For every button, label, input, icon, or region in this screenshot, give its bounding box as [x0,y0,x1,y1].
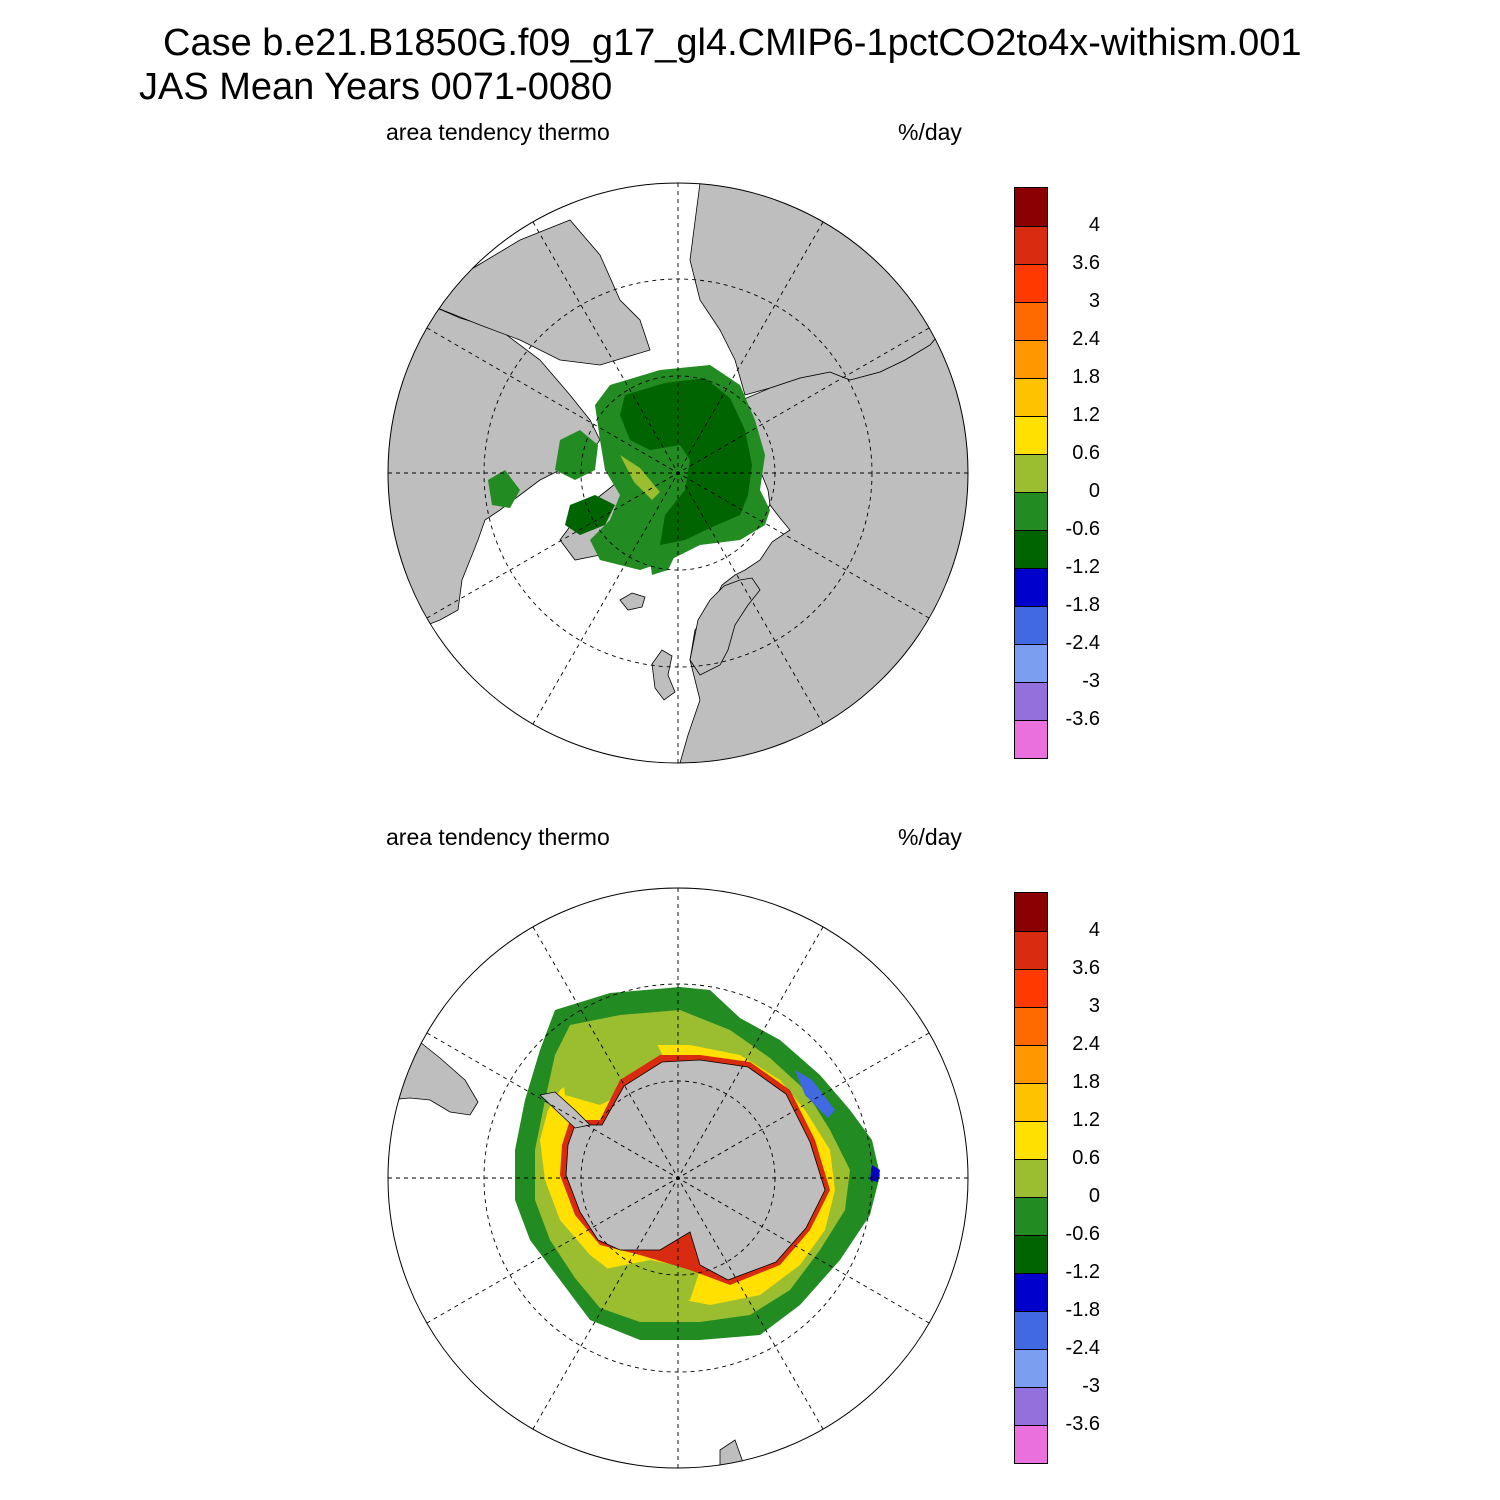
north-colorbar-swatch [1015,454,1047,492]
north-colorbar-tick-label: 1.8 [1072,366,1100,388]
south-colorbar-swatch [1015,1273,1047,1311]
north-colorbar-tick-label: -3.6 [1065,708,1100,730]
north-land-iceland [619,592,646,611]
north-colorbar-tick-label: 3 [1088,290,1100,312]
south-colorbar-tick-label: -0.6 [1065,1223,1100,1245]
north-land-scandinavia [689,577,761,676]
south-variable-label: area tendency thermo [386,824,610,850]
south-colorbar-tick-label: 1.2 [1072,1109,1100,1131]
north-colorbar-tick-label: -2.4 [1065,632,1100,654]
north-colorbar-swatch [1015,340,1047,378]
north-colorbar-swatch [1015,530,1047,568]
north-variable-label: area tendency thermo [386,119,610,145]
south-colorbar-swatch [1015,1159,1047,1197]
north-colorbar-swatches [1014,187,1048,759]
south-graticule [388,888,968,1468]
north-map-border [387,182,969,764]
south-colorbar-tick-label: -1.8 [1065,1299,1100,1321]
north-colorbar-swatch [1015,416,1047,454]
north-ice-baffin [565,495,615,535]
south-colorbar-tick-label: 0.6 [1072,1147,1100,1169]
north-colorbar-swatch [1015,606,1047,644]
south-ice-olive-inner [560,1030,665,1105]
north-colorbar-tick-label: 2.4 [1072,328,1100,350]
south-polar-map [388,888,968,1468]
south-ice-olive-ross [600,1260,700,1310]
north-ice-hudson [488,470,520,508]
north-ice-greenland-east [650,545,680,575]
north-ice-ca-archipelago [555,430,598,480]
south-colorbar-swatch [1015,1349,1047,1387]
south-colorbar-swatch [1015,1425,1047,1463]
north-colorbar-tick-label: 0 [1088,480,1100,502]
north-ice-darkgreen [620,378,752,545]
south-colorbar-swatch [1015,969,1047,1007]
south-colorbar-tick-label: -2.4 [1065,1337,1100,1359]
south-ice-blue [795,1070,835,1118]
south-colorbar-swatch [1015,1235,1047,1273]
north-colorbar-swatch [1015,264,1047,302]
south-colorbar-swatches [1014,892,1048,1464]
north-colorbar-swatch [1015,644,1047,682]
south-colorbar-tick-label: 0 [1088,1185,1100,1207]
north-colorbar-tick-label: -1.8 [1065,594,1100,616]
south-colorbar-swatch [1015,893,1047,931]
north-land-britain [651,649,676,701]
south-colorbar-tick-label: -3.6 [1065,1413,1100,1435]
north-colorbar-tick-label: 3.6 [1072,252,1100,274]
north-colorbar-tick-label: -1.2 [1065,556,1100,578]
north-units-label: %/day [898,119,962,145]
north-colorbar-swatch [1015,188,1047,226]
south-colorbar-swatch [1015,1007,1047,1045]
south-colorbar-swatch [1015,1387,1047,1425]
south-colorbar-tick-label: 2.4 [1072,1033,1100,1055]
south-land-peninsula [539,1091,591,1129]
south-colorbar-tick-label: -3 [1082,1375,1100,1397]
south-map-border [387,887,969,1469]
north-colorbar-tick-label: -3 [1082,670,1100,692]
south-colorbar-swatch [1015,1197,1047,1235]
north-colorbar-tick-label: 4 [1088,214,1100,236]
north-colorbar-swatch [1015,720,1047,758]
south-colorbar-tick-label: 3.6 [1072,957,1100,979]
south-colorbar-tick-label: -1.2 [1065,1261,1100,1283]
north-colorbar-tick-label: -0.6 [1065,518,1100,540]
north-colorbar-swatch [1015,378,1047,416]
south-colorbar-swatch [1015,1045,1047,1083]
north-polar-map [388,183,968,763]
south-colorbar-tick-label: 1.8 [1072,1071,1100,1093]
south-colorbar-tick-label: 3 [1088,995,1100,1017]
south-colorbar-swatch [1015,931,1047,969]
figure-title-case: Case b.e21.B1850G.f09_g17_gl4.CMIP6-1pct… [163,22,1302,64]
south-colorbar-swatch [1015,1121,1047,1159]
north-colorbar-tick-label: 0.6 [1072,442,1100,464]
south-colorbar-swatch [1015,1311,1047,1349]
north-colorbar-swatch [1015,226,1047,264]
figure-title-period: JAS Mean Years 0071-0080 [139,66,613,108]
north-colorbar-swatch [1015,568,1047,606]
north-land-america [388,304,601,641]
north-colorbar-swatch [1015,682,1047,720]
north-colorbar-tick-label: 1.2 [1072,404,1100,426]
south-land-australia [719,1439,746,1468]
south-units-label: %/day [898,824,962,850]
south-colorbar-swatch [1015,1083,1047,1121]
north-colorbar-swatch [1015,302,1047,340]
south-colorbar-tick-label: 4 [1088,919,1100,941]
north-colorbar-swatch [1015,492,1047,530]
north-graticule [388,183,968,763]
